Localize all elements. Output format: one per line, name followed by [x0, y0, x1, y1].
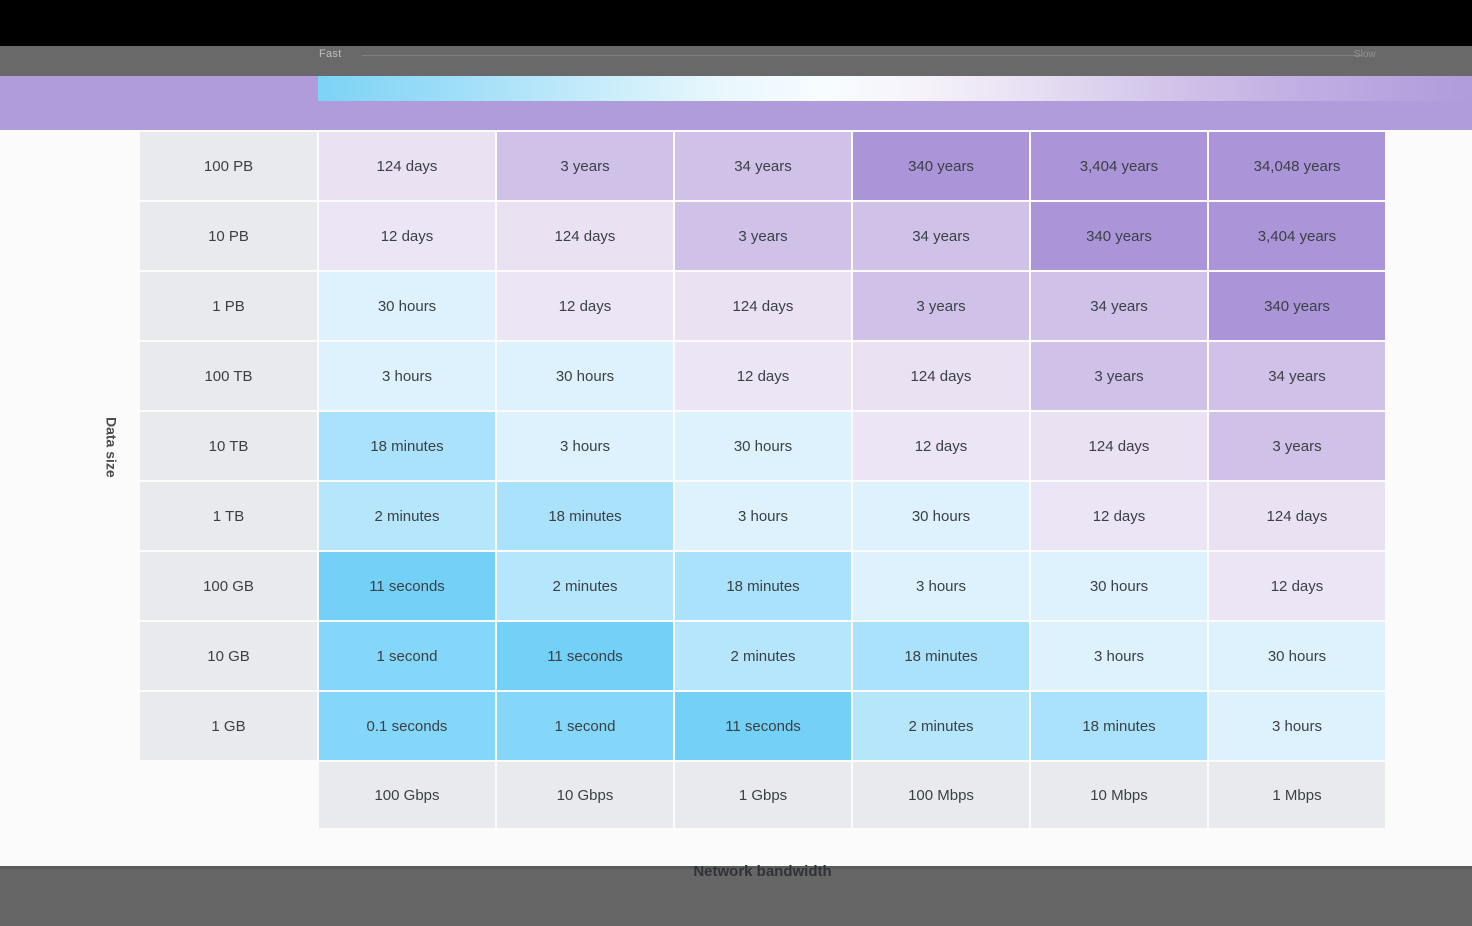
heatmap-cell: 12 days [1209, 552, 1385, 620]
heatmap-cell: 11 seconds [319, 552, 495, 620]
row-label-cell: 10 TB [140, 412, 317, 480]
heatmap-cell: 30 hours [319, 272, 495, 340]
top-black-bar [0, 0, 1472, 46]
bottom-left-empty-cell [140, 762, 317, 828]
heatmap-cell: 3 hours [497, 412, 673, 480]
heatmap-cell: 3 years [1209, 412, 1385, 480]
heatmap-cell: 11 seconds [675, 692, 851, 760]
heatmap-cell: 12 days [497, 272, 673, 340]
legend-gradient-bar [318, 76, 1472, 101]
heatmap-cell: 3 hours [853, 552, 1029, 620]
heatmap-cell: 30 hours [497, 342, 673, 410]
y-axis-label: Data size [103, 416, 120, 478]
row-label-cell: 10 GB [140, 622, 317, 690]
row-label-cell: 100 GB [140, 552, 317, 620]
heatmap-cell: 34 years [675, 132, 851, 200]
heatmap-cell: 2 minutes [853, 692, 1029, 760]
heatmap-cell: 2 minutes [675, 622, 851, 690]
heatmap-cell: 12 days [319, 202, 495, 270]
heatmap-cell: 124 days [319, 132, 495, 200]
bottom-gray-bar [0, 866, 1472, 926]
legend-fast-label: Fast [319, 48, 342, 60]
heatmap-cell: 18 minutes [853, 622, 1029, 690]
heatmap-cell: 34 years [853, 202, 1029, 270]
heatmap-cell: 3 years [853, 272, 1029, 340]
heatmap-cell: 34 years [1209, 342, 1385, 410]
heatmap-cell: 3 years [1031, 342, 1207, 410]
transfer-time-heatmap: 100 PB 124 days 3 years 34 years 340 years 3,… [140, 132, 1385, 828]
heatmap-cell: 3 hours [1209, 692, 1385, 760]
row-label-cell: 100 PB [140, 132, 317, 200]
heatmap-cell: 30 hours [853, 482, 1029, 550]
heatmap-cell: 18 minutes [319, 412, 495, 480]
row-label-cell: 1 GB [140, 692, 317, 760]
heatmap-cell: 12 days [675, 342, 851, 410]
heatmap-cell: 1 second [497, 692, 673, 760]
heatmap-cell: 2 minutes [319, 482, 495, 550]
heatmap-cell: 3,404 years [1031, 132, 1207, 200]
row-label-cell: 1 TB [140, 482, 317, 550]
heatmap-cell: 18 minutes [675, 552, 851, 620]
heatmap-cell: 3 years [675, 202, 851, 270]
heatmap-cell: 30 hours [1031, 552, 1207, 620]
legend-slow-label: Slow [1354, 49, 1376, 60]
heatmap-cell: 0.1 seconds [319, 692, 495, 760]
heatmap-cell: 12 days [853, 412, 1029, 480]
x-axis-label: Network bandwidth [693, 863, 832, 880]
heatmap-cell: 124 days [1209, 482, 1385, 550]
heatmap-cell: 30 hours [1209, 622, 1385, 690]
heatmap-cell: 3 hours [1031, 622, 1207, 690]
heatmap-cell: 18 minutes [497, 482, 673, 550]
heatmap-cell: 124 days [675, 272, 851, 340]
heatmap-cell: 124 days [1031, 412, 1207, 480]
heatmap-cell: 3 hours [319, 342, 495, 410]
heatmap-cell: 12 days [1031, 482, 1207, 550]
heatmap-cell: 340 years [1031, 202, 1207, 270]
bandwidth-label-cell: 100 Mbps [853, 762, 1029, 828]
heatmap-cell: 340 years [853, 132, 1029, 200]
row-label-cell: 100 TB [140, 342, 317, 410]
bandwidth-label-cell: 1 Mbps [1209, 762, 1385, 828]
row-label-cell: 10 PB [140, 202, 317, 270]
heatmap-cell: 3 years [497, 132, 673, 200]
bandwidth-label-cell: 1 Gbps [675, 762, 851, 828]
heatmap-cell: 2 minutes [497, 552, 673, 620]
heatmap-cell: 124 days [853, 342, 1029, 410]
row-label-cell: 1 PB [140, 272, 317, 340]
toolbar-track-line [362, 55, 1362, 56]
heatmap-cell: 30 hours [675, 412, 851, 480]
heatmap-cell: 124 days [497, 202, 673, 270]
heatmap-cell: 3,404 years [1209, 202, 1385, 270]
bandwidth-label-cell: 10 Mbps [1031, 762, 1207, 828]
heatmap-cell: 34,048 years [1209, 132, 1385, 200]
bandwidth-label-cell: 100 Gbps [319, 762, 495, 828]
heatmap-cell: 34 years [1031, 272, 1207, 340]
heatmap-cell: 18 minutes [1031, 692, 1207, 760]
heatmap-cell: 11 seconds [497, 622, 673, 690]
heatmap-cell: 340 years [1209, 272, 1385, 340]
heatmap-cell: 3 hours [675, 482, 851, 550]
bandwidth-label-cell: 10 Gbps [497, 762, 673, 828]
toolbar-bar: Fast Slow [0, 46, 1472, 76]
heatmap-cell: 1 second [319, 622, 495, 690]
